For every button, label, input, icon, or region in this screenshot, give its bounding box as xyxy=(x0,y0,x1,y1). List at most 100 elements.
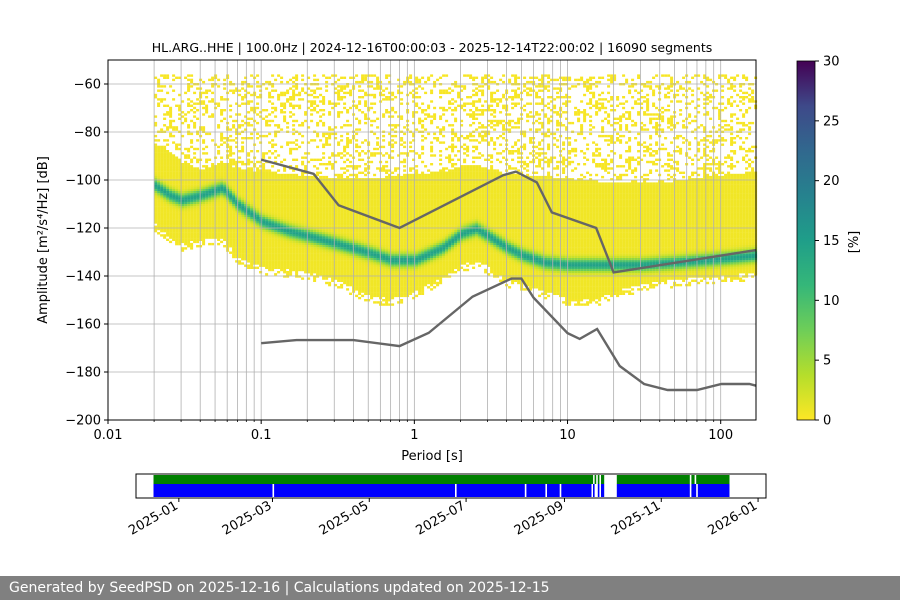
pdf-cell xyxy=(370,152,374,155)
pdf-cell xyxy=(268,195,272,198)
pdf-cell xyxy=(187,102,191,105)
pdf-cell xyxy=(388,115,392,118)
pdf-cell xyxy=(355,182,359,185)
pdf-cell xyxy=(385,255,389,259)
pdf-cell xyxy=(226,219,230,222)
pdf-cell xyxy=(178,171,182,174)
pdf-cell xyxy=(223,199,227,203)
pdf-cell xyxy=(160,175,164,179)
pdf-cell xyxy=(256,121,260,125)
pdf-cell xyxy=(325,89,329,92)
pdf-cell xyxy=(337,154,341,157)
pdf-cell xyxy=(238,132,242,136)
pdf-cell xyxy=(223,227,227,231)
pdf-plot: 0.01 0.1 1 10 100 −60−80−100−120−140−160−180… xyxy=(36,40,758,464)
pdf-cell xyxy=(328,206,332,209)
pdf-cell xyxy=(265,173,269,177)
pdf-cell xyxy=(268,221,272,224)
pdf-cell xyxy=(286,89,290,92)
pdf-cell xyxy=(364,115,368,118)
pdf-cell xyxy=(214,225,218,228)
pdf-cell xyxy=(154,180,158,183)
pdf-cell xyxy=(163,236,167,239)
pdf-cell xyxy=(301,212,305,215)
pdf-cell xyxy=(283,242,287,246)
pdf-cell xyxy=(307,100,311,103)
pdf-cell xyxy=(211,163,215,166)
pdf-cell xyxy=(175,232,179,235)
pdf-cell xyxy=(313,219,317,222)
pdf-cell xyxy=(310,188,314,192)
pdf-cell xyxy=(310,197,314,200)
pdf-cell xyxy=(268,240,272,244)
pdf-cell xyxy=(208,225,212,228)
pdf-cell xyxy=(193,221,197,224)
pdf-cell xyxy=(154,152,158,155)
pdf-cell xyxy=(259,184,263,187)
pdf-cell xyxy=(340,96,344,99)
pdf-cell xyxy=(286,199,290,203)
pdf-cell xyxy=(163,85,167,88)
pdf-cell xyxy=(385,160,389,164)
pdf-cell xyxy=(373,268,377,272)
pdf-cell xyxy=(154,160,158,164)
pdf-cell xyxy=(397,217,401,220)
pdf-cell xyxy=(190,145,194,149)
pdf-cell xyxy=(181,204,185,207)
pdf-cell xyxy=(373,111,377,114)
pdf-cell xyxy=(154,206,158,209)
pdf-cell xyxy=(307,260,311,263)
pdf-cell xyxy=(403,165,407,168)
pdf-cell xyxy=(217,195,221,198)
pdf-cell xyxy=(292,184,296,187)
pdf-cell xyxy=(376,195,380,198)
pdf-cell xyxy=(265,193,269,196)
pdf-cell xyxy=(385,264,389,267)
pdf-cell xyxy=(286,201,290,205)
pdf-cell xyxy=(253,260,257,263)
pdf-cell xyxy=(334,191,338,194)
pdf-cell xyxy=(289,273,293,276)
pdf-cell xyxy=(346,175,350,179)
pdf-cell xyxy=(403,191,407,194)
pdf-cell xyxy=(217,186,221,190)
pdf-cell xyxy=(193,182,197,185)
pdf-cell xyxy=(388,277,392,280)
pdf-cell xyxy=(277,225,281,228)
pdf-cell xyxy=(358,191,362,194)
pdf-cell xyxy=(364,249,368,252)
pdf-cell xyxy=(274,173,278,177)
pdf-cell xyxy=(328,212,332,215)
pdf-cell xyxy=(259,247,263,250)
pdf-cell xyxy=(235,208,239,211)
pdf-cell xyxy=(226,212,230,215)
pdf-cell xyxy=(370,106,374,110)
pdf-cell xyxy=(250,266,254,269)
pdf-cell xyxy=(265,115,269,118)
pdf-cell xyxy=(271,119,275,123)
pdf-cell xyxy=(277,124,281,127)
pdf-cell xyxy=(217,167,221,170)
pdf-cell xyxy=(235,160,239,164)
pdf-cell xyxy=(238,124,242,127)
pdf-cell xyxy=(331,268,335,272)
pdf-cell xyxy=(298,219,302,222)
pdf-cell xyxy=(292,158,296,161)
pdf-cell xyxy=(238,156,242,159)
pdf-cell xyxy=(163,186,167,190)
pdf-cell xyxy=(373,258,377,261)
pdf-cell xyxy=(286,221,290,224)
pdf-cell xyxy=(187,78,191,82)
pdf-cell xyxy=(172,178,176,181)
pdf-cell xyxy=(169,115,173,118)
pdf-cell xyxy=(358,283,362,287)
pdf-cell xyxy=(229,128,233,131)
pdf-cell xyxy=(286,242,290,246)
pdf-cell xyxy=(382,89,386,92)
pdf-cell xyxy=(382,273,386,276)
pdf-cell xyxy=(355,186,359,190)
pdf-cell xyxy=(244,210,248,213)
pdf-cell xyxy=(289,175,293,179)
pdf-cell xyxy=(265,212,269,215)
pdf-cell xyxy=(208,201,212,205)
